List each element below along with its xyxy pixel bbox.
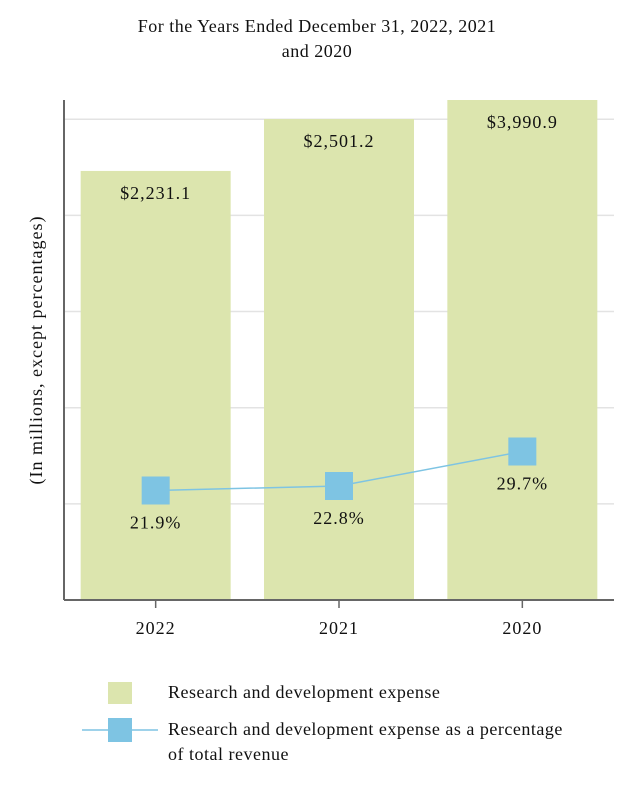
chart-title: For the Years Ended December 31, 2022, 2… [137,16,497,61]
plot-area [80,100,598,600]
legend-label: Research and development expense as a pe… [168,719,563,764]
x-tick-label: 2022 [136,618,176,638]
marker [141,476,170,505]
data-label: $2,231.1 [120,183,191,203]
data-label: $2,501.2 [304,131,375,151]
marker [508,437,537,466]
bar [264,119,414,600]
data-label: 22.8% [313,508,365,528]
x-tick-label: 2021 [319,618,359,638]
x-tick-label: 2020 [502,618,542,638]
data-label: $3,990.9 [487,112,558,132]
legend-swatch [108,682,132,704]
bar [80,170,231,600]
marker [325,472,353,500]
data-label: 29.7% [497,474,549,494]
bar [447,100,598,600]
legend-label: Research and development expense [168,682,441,702]
y-axis-label: (In millions, except percentages) [26,216,47,485]
legend-marker [108,718,132,742]
data-label: 21.9% [130,513,182,533]
